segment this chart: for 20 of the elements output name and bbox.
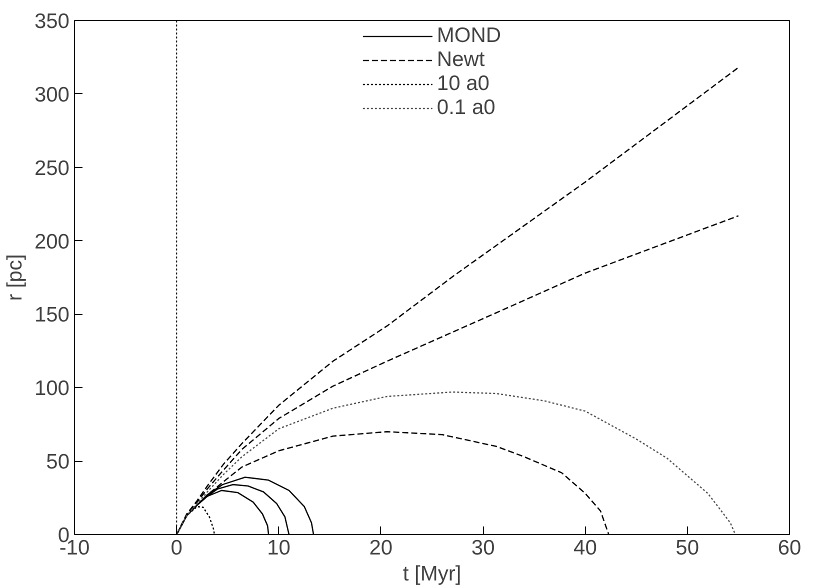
x-tick-label: 60 [778, 536, 802, 560]
x-tick-label: 50 [676, 536, 700, 560]
legend-label: MOND [436, 24, 502, 48]
y-tick-label: 250 [34, 156, 70, 180]
legend-label: Newt [436, 48, 485, 72]
y-tick-label: 350 [34, 10, 70, 33]
x-tick-label: 10 [267, 536, 290, 560]
x-axis-title: t [Myr] [402, 562, 462, 586]
y-tick-label: 150 [34, 304, 70, 327]
y-tick-label: 300 [34, 83, 70, 106]
y-tick-label: 50 [46, 450, 70, 474]
y-tick-label: 200 [34, 230, 70, 254]
y-tick-label: 100 [34, 377, 70, 400]
x-tick-label: 30 [471, 536, 495, 560]
x-tick-label: 40 [574, 536, 597, 560]
x-tick-label: 0 [170, 536, 182, 560]
legend-label: 10 a0 [436, 72, 490, 96]
y-axis-title: r [pc] [3, 254, 26, 301]
x-tick-label: 20 [369, 536, 393, 560]
legend-label: 0.1 a0 [436, 96, 496, 120]
